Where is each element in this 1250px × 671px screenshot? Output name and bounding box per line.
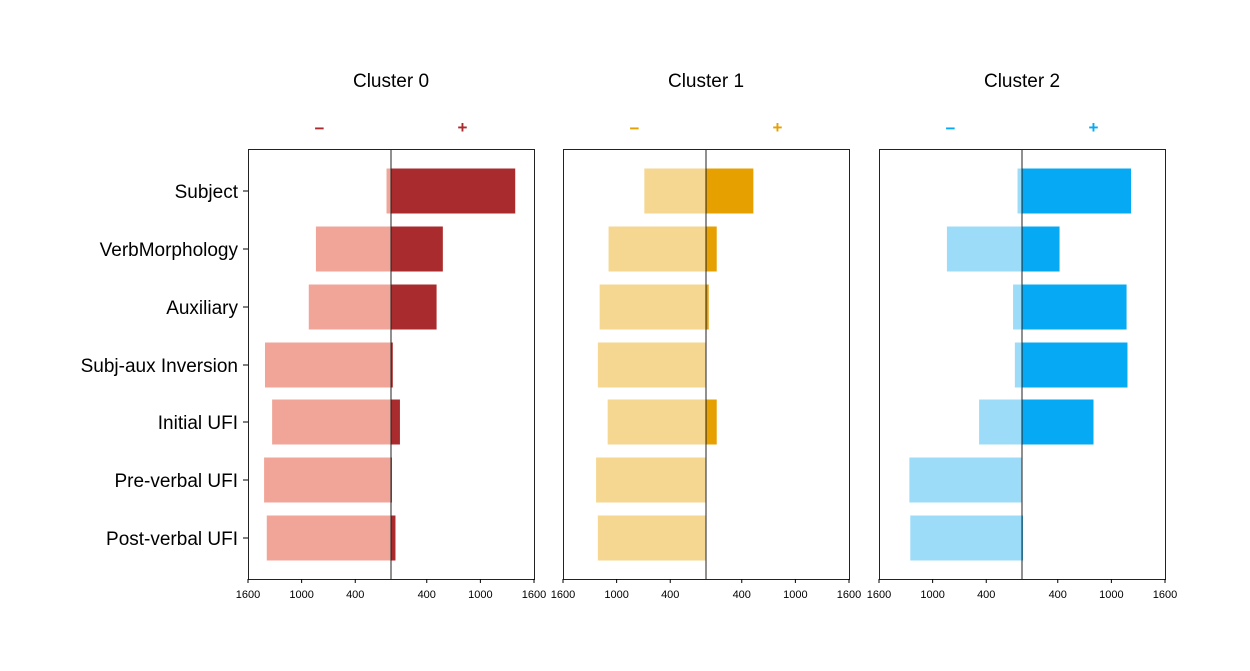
positive-bar [391, 515, 396, 561]
positive-bar [391, 168, 516, 214]
x-tick-label: 1000 [289, 589, 313, 601]
category-label: Post-verbal UFI [106, 529, 238, 550]
negative-bar [266, 515, 391, 561]
negative-bar [909, 457, 1022, 503]
negative-bar [386, 168, 391, 214]
positive-bar [1022, 226, 1060, 272]
x-tick-label: 1000 [604, 589, 628, 601]
positive-bar [706, 399, 717, 445]
category-label: Auxiliary [166, 298, 238, 319]
category-label: Initial UFI [158, 413, 238, 434]
negative-bar [607, 399, 706, 445]
negative-sign-label: − [630, 119, 640, 138]
x-tick-label: 400 [977, 589, 995, 601]
negative-bar [979, 399, 1022, 445]
x-tick-label: 1600 [236, 589, 260, 601]
positive-sign-label: + [773, 118, 783, 137]
negative-bar [946, 226, 1022, 272]
category-label: Subject [175, 182, 239, 203]
negative-bar [264, 457, 391, 503]
x-tick-label: 400 [418, 589, 436, 601]
positive-bar [706, 284, 709, 330]
negative-bar [910, 515, 1022, 561]
positive-bar [391, 284, 437, 330]
x-tick-label: 1600 [1153, 589, 1177, 601]
negative-bar [1017, 168, 1022, 214]
x-tick-label: 1000 [920, 589, 944, 601]
panel-title: Cluster 1 [668, 71, 744, 92]
x-tick-label: 1600 [837, 589, 861, 601]
positive-sign-label: + [458, 118, 468, 137]
negative-bar [272, 399, 391, 445]
negative-bar [597, 342, 706, 388]
x-tick-label: 400 [733, 589, 751, 601]
positive-bar [1022, 284, 1127, 330]
positive-bar [391, 399, 400, 445]
x-tick-label: 1600 [522, 589, 546, 601]
negative-bar [315, 226, 391, 272]
negative-bar [264, 342, 391, 388]
x-tick-label: 400 [1049, 589, 1067, 601]
negative-sign-label: − [315, 119, 325, 138]
negative-bar [596, 457, 706, 503]
positive-bar [1022, 399, 1094, 445]
x-tick-label: 1000 [783, 589, 807, 601]
negative-bar [1013, 284, 1022, 330]
positive-bar [1022, 342, 1128, 388]
x-tick-label: 400 [661, 589, 679, 601]
negative-bar [308, 284, 391, 330]
positive-bar [1022, 168, 1132, 214]
positive-bar [706, 226, 717, 272]
negative-bar [644, 168, 706, 214]
negative-sign-label: − [946, 119, 956, 138]
positive-sign-label: + [1089, 118, 1099, 137]
panel-title: Cluster 0 [353, 71, 429, 92]
category-label: Pre-verbal UFI [114, 471, 238, 492]
negative-bar [597, 515, 706, 561]
x-tick-label: 1000 [1099, 589, 1123, 601]
x-tick-label: 1600 [867, 589, 891, 601]
negative-bar [599, 284, 706, 330]
category-label: Subj-aux Inversion [81, 356, 238, 377]
positive-bar [706, 168, 754, 214]
x-tick-label: 1600 [551, 589, 575, 601]
x-tick-label: 400 [346, 589, 364, 601]
positive-bar [391, 226, 443, 272]
positive-bar [391, 342, 393, 388]
negative-bar [608, 226, 706, 272]
category-label: VerbMorphology [100, 240, 239, 261]
x-tick-label: 1000 [468, 589, 492, 601]
negative-bar [1014, 342, 1022, 388]
panel-title: Cluster 2 [984, 71, 1060, 92]
